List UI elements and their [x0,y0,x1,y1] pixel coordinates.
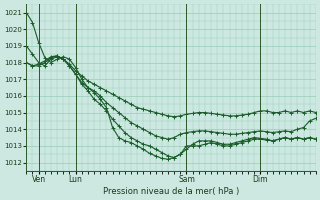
X-axis label: Pression niveau de la mer( hPa ): Pression niveau de la mer( hPa ) [103,187,239,196]
